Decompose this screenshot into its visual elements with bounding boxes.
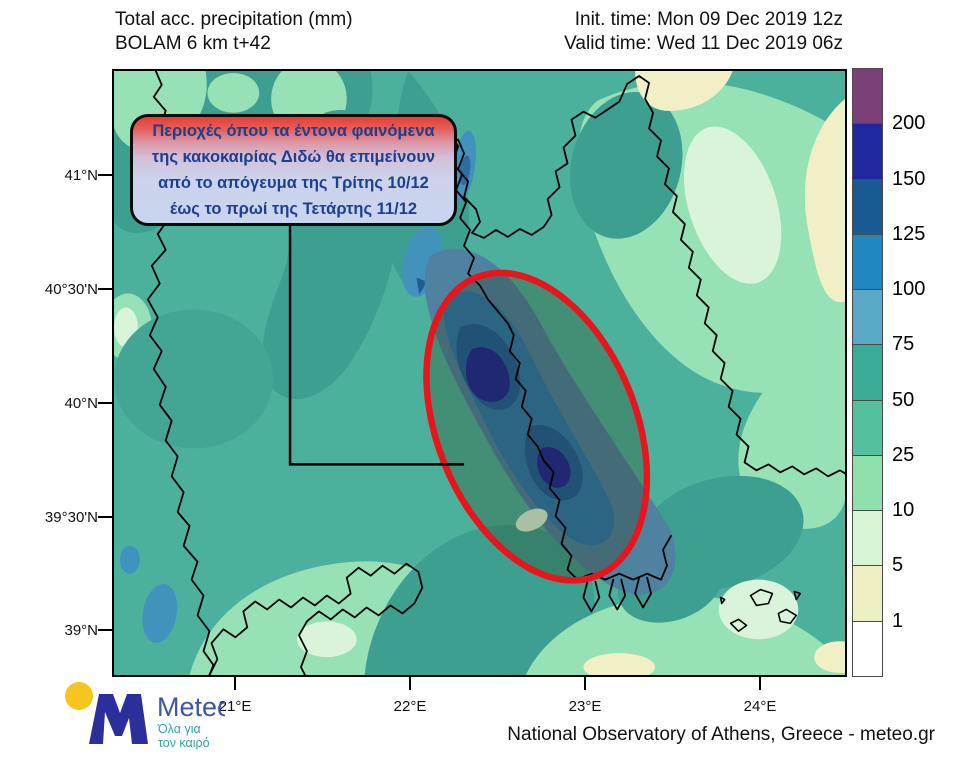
colorbar-cell [852, 510, 883, 567]
logo-tagline-1: Όλα για [157, 722, 201, 736]
callout-line3: από το απόγευμα της Τρίτης 10/12 [158, 174, 429, 192]
lat-tick [98, 174, 112, 176]
callout-leader-line [288, 225, 465, 466]
lon-tick [409, 677, 411, 690]
valid-time: Valid time: Wed 11 Dec 2019 06z [564, 33, 843, 54]
lat-label-39N: 39°N [64, 622, 98, 639]
colorbar-cell [852, 123, 883, 180]
colorbar-value: 125 [892, 222, 926, 245]
colorbar-cell [852, 620, 883, 677]
logo-m-icon [89, 694, 148, 744]
callout-line2: της κακοκαιρίας Διδώ θα επιμείνουν [151, 148, 436, 166]
precipitation-colorbar [852, 68, 883, 677]
lat-label-3930N: 39°30'N [44, 509, 98, 526]
colorbar-value: 150 [892, 167, 926, 190]
logo-sun-icon [65, 682, 93, 710]
colorbar-cell [852, 399, 883, 456]
island [719, 596, 726, 605]
logo-tagline-2: τον καιρό [158, 736, 210, 750]
colorbar-value: 1 [892, 609, 904, 632]
lon-tick [584, 677, 586, 690]
colorbar-labels: 200 150 125 100 75 50 25 10 5 1 [892, 69, 952, 677]
meteo-logo: Meteo Όλα για τον καιρό [65, 682, 225, 750]
island [793, 590, 802, 601]
colorbar-value: 75 [892, 333, 915, 356]
colorbar-cell [852, 344, 883, 401]
title-line1: Total acc. precipitation (mm) [115, 9, 353, 30]
colorbar-value: 200 [892, 112, 926, 135]
highlight-shade [426, 272, 647, 581]
colorbar-cell [852, 454, 883, 512]
title-line2: BOLAM 6 km t+42 [115, 33, 271, 54]
lon-tick [759, 677, 761, 690]
lat-tick [98, 629, 112, 631]
island [729, 618, 748, 633]
colorbar-cell [852, 565, 883, 622]
island [777, 608, 798, 625]
lon-label-24E: 24°E [743, 698, 777, 715]
lon-label-23E: 23°E [568, 698, 602, 715]
coastline-east [449, 131, 579, 581]
colorbar-value: 10 [892, 499, 915, 522]
colorbar-cell [852, 233, 883, 291]
colorbar-cell [852, 178, 883, 235]
island [749, 588, 774, 607]
lat-tick [98, 402, 112, 404]
map-title: Total acc. precipitation (mm) BOLAM 6 km… [115, 8, 353, 56]
lat-label-41N: 41°N [64, 167, 98, 184]
callout-line4: έως το πρωί της Τετάρτης 11/12 [169, 200, 418, 218]
lon-label-21E: 21°E [218, 698, 252, 715]
callout-line1: Περιοχές όπου τα έντονα φαινόμενα [152, 122, 435, 140]
lat-label-4030N: 40°30'N [44, 281, 98, 298]
run-times: Init. time: Mon 09 Dec 2019 12z Valid ti… [564, 8, 843, 56]
init-time: Init. time: Mon 09 Dec 2019 12z [574, 9, 843, 30]
colorbar-cell [852, 68, 883, 125]
colorbar-cell [852, 289, 883, 346]
lon-tick [234, 677, 236, 690]
colorbar-value: 50 [892, 388, 915, 411]
logo-brand: Meteo [157, 692, 225, 722]
colorbar-value: 5 [892, 554, 904, 577]
colorbar-value: 100 [892, 278, 926, 301]
lon-label-22E: 22°E [393, 698, 427, 715]
annotation-callout: Περιοχές όπου τα έντονα φαινόμενα της κα… [130, 114, 457, 226]
lat-tick [98, 516, 112, 518]
coastline-south [208, 562, 424, 675]
attribution-text: National Observatory of Athens, Greece -… [507, 724, 935, 745]
lat-label-40N: 40°N [64, 395, 98, 412]
lat-tick [98, 288, 112, 290]
colorbar-value: 25 [892, 443, 915, 466]
